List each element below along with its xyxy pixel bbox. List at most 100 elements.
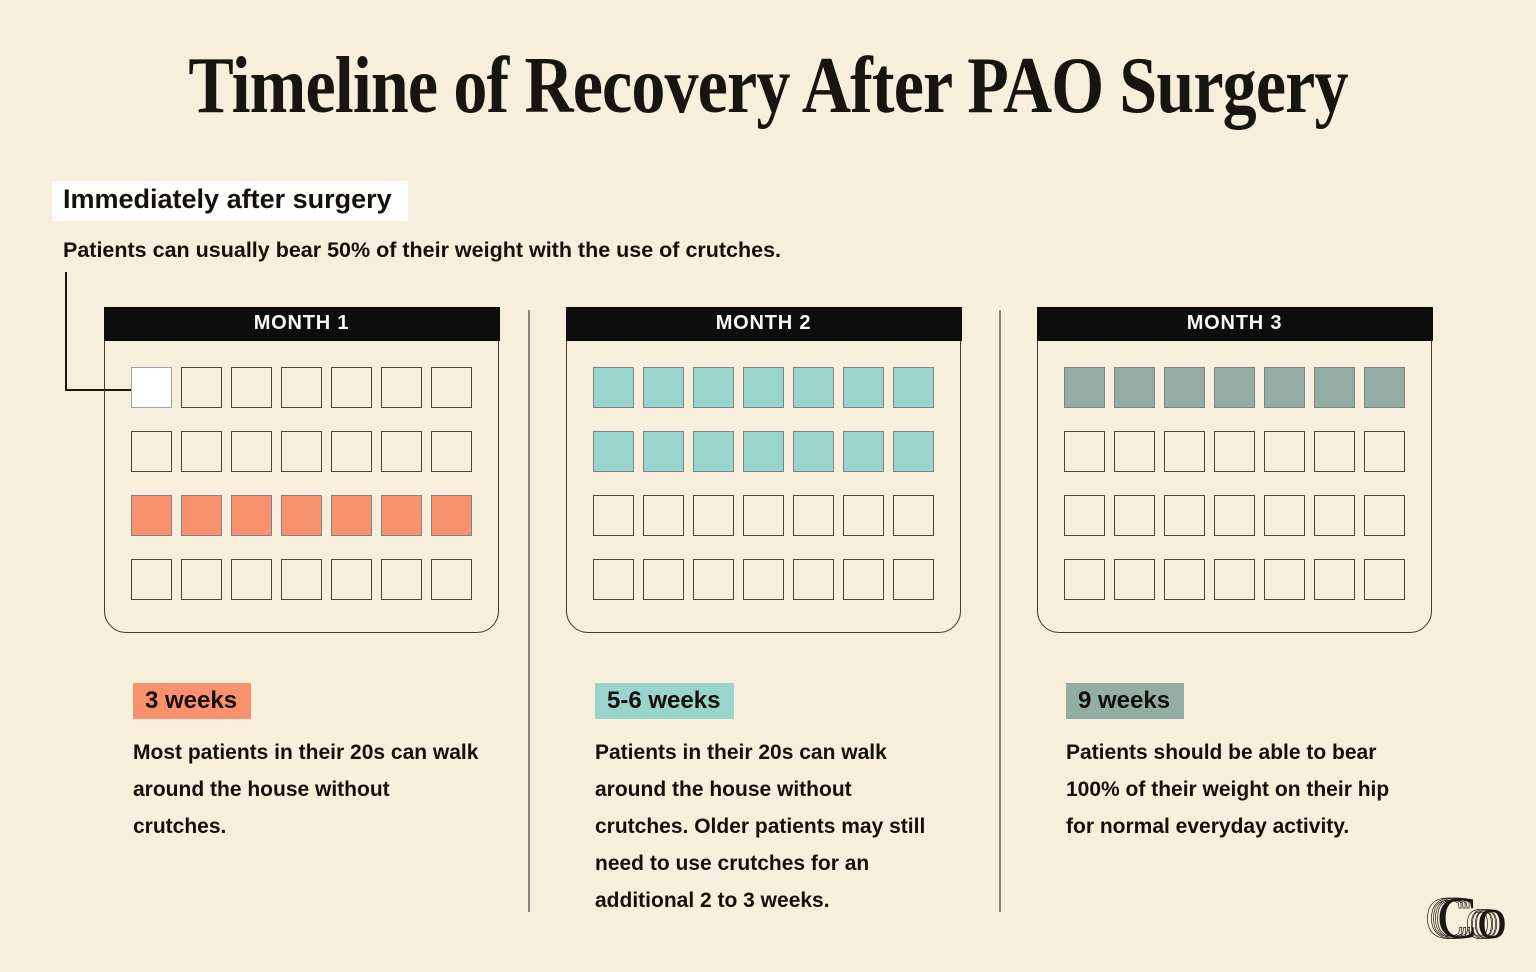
brand-logo: Co Co Co Co [1425, 885, 1506, 952]
month-section-1: MONTH 1 3 weeks Most patients in their 2… [103, 306, 500, 927]
day-cell-highlighted [893, 366, 934, 408]
day-cell [1264, 430, 1305, 472]
day-cell-highlighted [843, 366, 884, 408]
day-cell [1114, 494, 1155, 536]
day-cell [1064, 558, 1105, 600]
month-header-label: MONTH 3 [1186, 312, 1283, 334]
day-cell [1114, 430, 1155, 472]
day-cell [281, 558, 322, 600]
calendar-grid [593, 366, 934, 600]
day-cell [1314, 430, 1355, 472]
logo-monogram-stroke: Co [1433, 885, 1503, 951]
day-cell-highlighted [231, 494, 272, 536]
day-cell [1164, 430, 1205, 472]
day-cell-highlighted [281, 494, 322, 536]
day-cell [181, 430, 222, 472]
day-cell [1064, 430, 1105, 472]
day-cell-highlighted [893, 430, 934, 472]
day-cell [1114, 558, 1155, 600]
month-header-label: MONTH 2 [715, 312, 812, 334]
month-header: MONTH 2 [565, 306, 962, 341]
day-cell [231, 366, 272, 408]
day-cell [181, 366, 222, 408]
day-cell [231, 430, 272, 472]
day-cell [431, 366, 472, 408]
page-title: Timeline of Recovery After PAO Surgery [188, 42, 1348, 130]
month-description: Most patients in their 20s can walk arou… [133, 741, 479, 838]
weeks-badge: 3 weeks [133, 683, 252, 719]
day-cell [1364, 494, 1405, 536]
day-cell [693, 558, 734, 600]
month-card: MONTH 3 [1036, 306, 1433, 633]
month-header: MONTH 1 [103, 306, 500, 341]
day-cell-highlighted [331, 494, 372, 536]
month-description: Patients should be able to bear 100% of … [1066, 741, 1390, 838]
day-cell [893, 558, 934, 600]
weeks-badge: 5-6 weeks [595, 683, 735, 719]
calendar-grid [1064, 366, 1405, 600]
day-cell [1164, 558, 1205, 600]
day-cell [1264, 558, 1305, 600]
logo-monogram: Co [1437, 885, 1506, 951]
calendar-grid [131, 366, 472, 600]
month-header-label: MONTH 1 [253, 312, 350, 334]
day-cell [1264, 494, 1305, 536]
day-cell [1364, 558, 1405, 600]
day-cell [431, 558, 472, 600]
day-cell-highlighted [693, 430, 734, 472]
day-cell [593, 558, 634, 600]
day-cell-highlighted [743, 430, 784, 472]
day-cell [1214, 558, 1255, 600]
connector-line-vertical [65, 272, 67, 390]
day-cell [643, 558, 684, 600]
day-cell [431, 430, 472, 472]
month-section-3: MONTH 3 9 weeks Patients should be able … [1036, 306, 1433, 927]
day-cell-highlighted [593, 366, 634, 408]
day-cell [793, 494, 834, 536]
day-cell [231, 558, 272, 600]
day-cell [1214, 494, 1255, 536]
day-cell-surgery-day [131, 366, 172, 408]
month-card: MONTH 2 [565, 306, 962, 633]
day-cell [843, 558, 884, 600]
day-cell-highlighted [381, 494, 422, 536]
day-cell [1164, 494, 1205, 536]
callout-text: Patients can usually bear 50% of their w… [63, 238, 782, 262]
section-divider-2 [999, 310, 1001, 912]
day-cell-highlighted [643, 430, 684, 472]
day-cell-highlighted [1264, 366, 1305, 408]
day-cell [843, 494, 884, 536]
day-cell [131, 558, 172, 600]
day-cell-highlighted [693, 366, 734, 408]
day-cell [281, 366, 322, 408]
day-cell [381, 430, 422, 472]
day-cell-highlighted [181, 494, 222, 536]
day-cell [693, 494, 734, 536]
day-cell [1214, 430, 1255, 472]
section-divider-1 [528, 310, 530, 912]
day-cell [1364, 430, 1405, 472]
day-cell [1314, 558, 1355, 600]
day-cell [331, 430, 372, 472]
day-cell-highlighted [1364, 366, 1405, 408]
day-cell [793, 558, 834, 600]
day-cell [331, 366, 372, 408]
day-cell-highlighted [843, 430, 884, 472]
day-cell [893, 494, 934, 536]
day-cell [181, 558, 222, 600]
day-cell [281, 430, 322, 472]
day-cell-highlighted [793, 430, 834, 472]
day-cell-highlighted [1214, 366, 1255, 408]
logo-monogram-stroke: Co [1425, 885, 1495, 951]
day-cell [743, 558, 784, 600]
weeks-badge: 9 weeks [1066, 683, 1185, 719]
day-cell-highlighted [1314, 366, 1355, 408]
day-cell [743, 494, 784, 536]
month-header: MONTH 3 [1036, 306, 1433, 341]
day-cell-highlighted [743, 366, 784, 408]
month-description: Patients in their 20s can walk around th… [595, 741, 926, 912]
day-cell [331, 558, 372, 600]
callout-label: Immediately after surgery [52, 181, 408, 221]
month-section-2: MONTH 2 5-6 weeks Patients in their 20s … [565, 306, 962, 927]
